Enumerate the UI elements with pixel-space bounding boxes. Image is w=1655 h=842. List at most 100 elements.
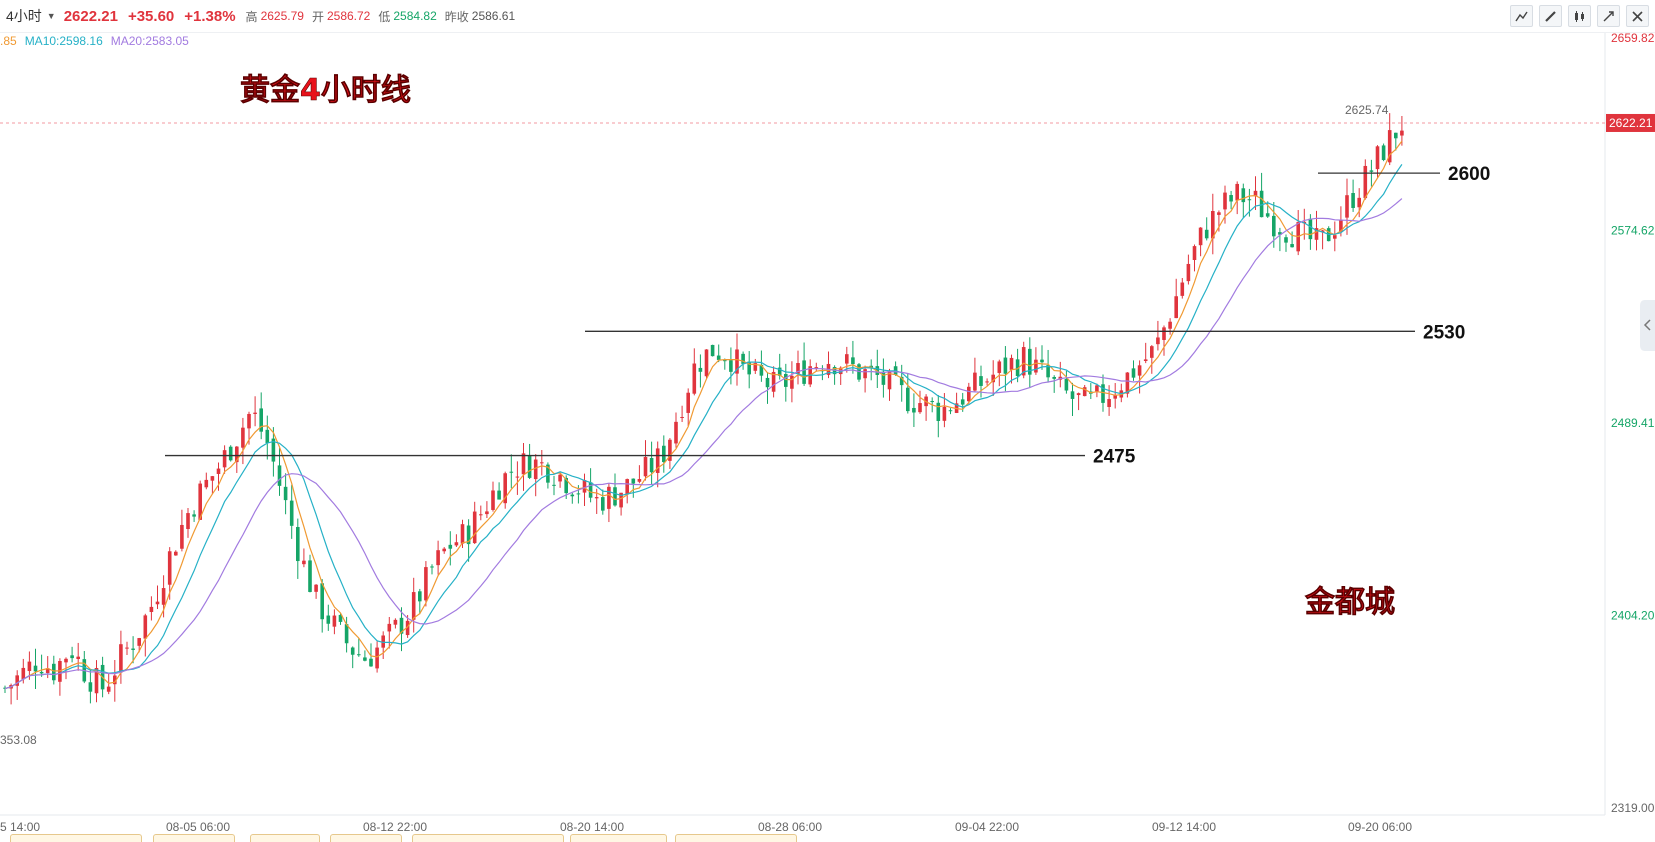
candle-body: [289, 500, 294, 526]
x-tick-label: 09-12 14:00: [1152, 820, 1216, 834]
candle-body: [430, 566, 434, 568]
candle-body: [45, 668, 50, 673]
candle-body: [399, 617, 404, 634]
candle-body: [39, 671, 44, 674]
candle-body: [723, 360, 727, 362]
candle-body: [1052, 376, 1056, 379]
candle-body: [174, 551, 178, 556]
bottom-tab[interactable]: [570, 834, 667, 842]
time-axis: 5 14:00 08-05 06:00 08-12 22:00 08-20 14:00…: [0, 814, 1605, 834]
candle-body: [619, 492, 623, 508]
candle-body: [1387, 130, 1392, 163]
y-tick-label: 2404.20: [1611, 609, 1655, 623]
candle-body: [1333, 235, 1337, 239]
candle-body: [137, 638, 141, 646]
candle-body: [119, 644, 123, 673]
candle-body: [1345, 195, 1349, 218]
level-label-2475: 2475: [1093, 447, 1136, 468]
candle-body: [271, 438, 276, 462]
candle-body: [1314, 228, 1319, 240]
chevron-left-icon[interactable]: [1643, 319, 1651, 331]
candle-body: [1247, 199, 1252, 201]
candle-body: [210, 476, 215, 481]
candle-body: [1265, 213, 1270, 217]
candle-body: [265, 429, 270, 444]
candle-body: [204, 479, 209, 488]
candle-body: [729, 360, 733, 372]
candle-body: [967, 386, 971, 402]
candle-body: [1241, 188, 1246, 203]
candle-body: [387, 623, 392, 632]
candle-body: [814, 367, 819, 369]
candle-body: [88, 682, 93, 692]
draw-pencil-icon[interactable]: [1539, 5, 1562, 27]
candle-body: [1211, 211, 1215, 239]
min-price-label: 353.08: [0, 733, 37, 747]
candle-body: [411, 592, 416, 620]
ma20-line: [4, 198, 1403, 690]
candle-body: [52, 663, 56, 681]
candle-body: [1162, 327, 1166, 340]
candle-body: [1192, 246, 1197, 260]
ma-legend: .85 MA10:2598.16 MA20:2583.05: [0, 34, 189, 48]
candle-type-icon[interactable]: [1568, 5, 1591, 27]
price-change-percent: +1.38%: [184, 7, 236, 25]
bottom-tab[interactable]: [10, 834, 142, 842]
candle-body: [1339, 219, 1343, 232]
candle-body: [674, 421, 678, 444]
candle-body: [1113, 395, 1117, 399]
candle-body: [710, 344, 715, 357]
candle-body: [216, 468, 221, 474]
expand-icon[interactable]: [1597, 5, 1620, 27]
candle-body: [546, 464, 550, 483]
candle-body: [1156, 337, 1160, 345]
bottom-tab[interactable]: [250, 834, 320, 842]
candle-body: [991, 374, 995, 383]
interval-selector[interactable]: 4小时: [6, 8, 42, 24]
candle-body: [1369, 170, 1374, 172]
candle-body: [1082, 387, 1087, 397]
candle-body: [668, 439, 672, 461]
candle-body: [180, 524, 184, 549]
candle-body: [405, 620, 410, 636]
candle-body: [350, 647, 355, 655]
candle-body: [558, 474, 562, 482]
candle-body: [1150, 346, 1154, 358]
candle-body: [564, 477, 568, 494]
bottom-tab-strip: [0, 834, 1655, 842]
candle-body: [509, 471, 514, 473]
close-icon[interactable]: [1626, 5, 1649, 27]
bottom-tab[interactable]: [330, 834, 402, 842]
low-value: 2584.82: [393, 9, 437, 23]
watermark-text: 金都城: [1304, 585, 1395, 620]
candle-body: [680, 416, 684, 418]
candle-body: [357, 654, 361, 656]
bottom-tab[interactable]: [412, 834, 564, 842]
candle-body: [1168, 321, 1172, 329]
bottom-tab[interactable]: [153, 834, 235, 842]
candle-body: [613, 487, 617, 506]
line-style-icon[interactable]: [1510, 5, 1533, 27]
candle-body: [1107, 399, 1111, 407]
candle-body: [747, 361, 751, 375]
candle-body: [582, 480, 587, 493]
candle-body: [448, 544, 453, 549]
candle-body: [1253, 190, 1258, 197]
candle-body: [784, 373, 788, 387]
candle-body: [1131, 368, 1136, 378]
candle-body: [228, 446, 233, 461]
candle-body: [1015, 359, 1020, 377]
candle-body: [1217, 212, 1221, 215]
candle-body: [113, 675, 117, 685]
chevron-down-icon[interactable]: ▼: [46, 11, 56, 21]
candle-body: [777, 367, 782, 376]
chart-header: 4小时 ▼ 2622.21 +35.60 +1.38% 高 2625.79 开 …: [0, 0, 1655, 33]
candle-body: [521, 453, 526, 475]
candle-body: [662, 445, 666, 463]
candle-body: [149, 606, 154, 613]
candle-body: [942, 406, 947, 421]
side-collapse-handle[interactable]: [1640, 300, 1655, 351]
bottom-tab[interactable]: [675, 834, 797, 842]
x-tick-label: 08-20 14:00: [560, 820, 624, 834]
